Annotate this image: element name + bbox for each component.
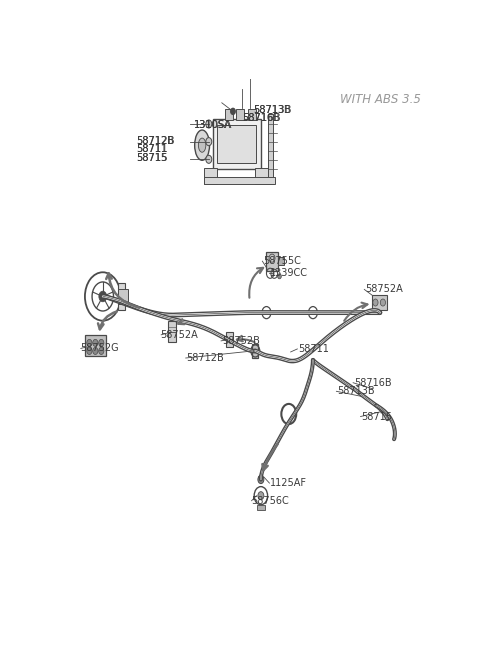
Bar [266, 252, 277, 271]
Circle shape [93, 339, 98, 346]
Text: 58752B: 58752B [222, 336, 260, 346]
Text: 1310SA: 1310SA [194, 120, 231, 130]
Bar [372, 295, 386, 310]
Ellipse shape [198, 138, 206, 152]
Circle shape [99, 291, 107, 302]
Text: 58713B: 58713B [253, 105, 291, 115]
Text: 1125AF: 1125AF [270, 478, 307, 488]
Bar [118, 290, 128, 304]
Text: 58715: 58715 [361, 411, 392, 422]
Circle shape [93, 347, 98, 354]
Text: 58715: 58715 [136, 153, 168, 163]
Circle shape [99, 339, 104, 346]
Bar [255, 168, 268, 183]
Text: 58752A: 58752A [365, 284, 403, 294]
Bar [85, 335, 106, 356]
Text: 1310SA: 1310SA [194, 120, 232, 130]
Text: 1339CC: 1339CC [270, 269, 308, 278]
Bar [252, 345, 258, 358]
Circle shape [258, 476, 264, 483]
Ellipse shape [195, 130, 210, 160]
Text: 58716B: 58716B [242, 113, 281, 123]
Bar [277, 257, 284, 265]
Circle shape [206, 138, 212, 145]
Text: 58752A: 58752A [160, 330, 198, 340]
Circle shape [258, 492, 264, 500]
Text: 58711: 58711 [136, 144, 168, 154]
Text: 58755C: 58755C [263, 256, 300, 266]
Text: 58752G: 58752G [81, 343, 119, 354]
Circle shape [277, 274, 281, 279]
Circle shape [206, 120, 212, 128]
Bar [118, 283, 125, 310]
Text: 58711: 58711 [298, 344, 329, 354]
Text: 58713B: 58713B [337, 386, 375, 396]
Circle shape [231, 108, 235, 115]
Text: 58712B: 58712B [136, 136, 174, 146]
Circle shape [99, 347, 104, 354]
Circle shape [380, 299, 385, 306]
Text: 58711: 58711 [136, 144, 167, 154]
Bar [226, 332, 233, 347]
Bar [217, 125, 256, 163]
Text: 58756C: 58756C [252, 496, 289, 506]
Bar [236, 109, 244, 120]
Circle shape [87, 347, 92, 354]
Bar [267, 114, 273, 183]
Bar [213, 119, 261, 170]
Circle shape [373, 299, 378, 306]
Bar [225, 109, 233, 120]
Bar [204, 168, 217, 183]
Circle shape [87, 339, 92, 346]
Text: 58716B: 58716B [242, 113, 280, 123]
Bar [257, 505, 264, 510]
Text: 58713B: 58713B [253, 105, 292, 115]
Text: 58712B: 58712B [186, 353, 224, 363]
Text: 58716B: 58716B [354, 378, 392, 388]
Text: 58712B: 58712B [136, 136, 175, 146]
Bar [204, 178, 275, 183]
Bar [168, 321, 176, 343]
Text: 58715: 58715 [136, 153, 167, 163]
Text: WITH ABS 3.5: WITH ABS 3.5 [340, 93, 421, 105]
Circle shape [206, 155, 212, 163]
Bar [248, 109, 256, 120]
